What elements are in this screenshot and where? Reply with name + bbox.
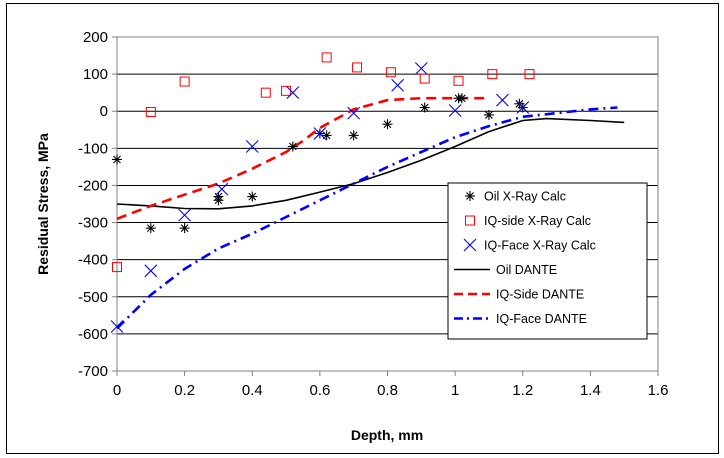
data-point [516, 101, 530, 114]
series-iq-face-dante [116, 106, 618, 330]
legend-box [447, 182, 648, 340]
data-point [391, 78, 405, 92]
legend-label: Oil X-Ray Calc [484, 190, 566, 204]
x-tick-label: 0.2 [174, 382, 195, 399]
x-tick-label: 0.6 [309, 382, 330, 399]
y-tick-label: 0 [100, 103, 108, 120]
x-axis-ticks: 0 0.2 0.4 0.6 0.8 1 1.2 1.4 1.6 [113, 371, 669, 399]
data-point [144, 264, 158, 278]
x-tick-label: 1.2 [512, 382, 533, 399]
y-tick-label: -200 [78, 177, 108, 194]
data-series [110, 52, 625, 333]
data-point [179, 223, 190, 234]
data-point [145, 223, 156, 234]
data-point [313, 127, 327, 140]
data-point [287, 141, 298, 152]
data-point [448, 104, 462, 117]
y-tick-label: -100 [78, 140, 108, 157]
data-point [385, 67, 396, 78]
y-tick-label: -700 [78, 363, 108, 380]
data-point [321, 52, 332, 63]
legend-label: IQ-Side DANTE [496, 288, 584, 302]
data-point [487, 69, 498, 80]
legend-item: IQ-Side DANTE [454, 288, 584, 302]
legend-item: Oil X-Ray Calc [465, 190, 566, 204]
legend-marker [465, 215, 475, 226]
y-tick-label: 200 [83, 29, 108, 46]
x-tick-label: 0 [113, 382, 121, 399]
data-point [215, 182, 229, 196]
data-point [496, 93, 509, 107]
y-tick-label: -600 [78, 326, 108, 343]
data-point [456, 93, 467, 104]
legend: Oil X-Ray Calc IQ-side X-Ray Calc IQ-Face … [447, 182, 648, 340]
data-point [110, 320, 124, 333]
series-line [116, 96, 489, 221]
data-point [524, 69, 535, 80]
x-tick-label: 1.6 [648, 382, 669, 399]
x-tick-label: 1.4 [580, 382, 601, 399]
data-point [112, 154, 122, 165]
data-point [112, 262, 122, 273]
data-point [419, 73, 430, 84]
x-tick-label: 1 [451, 382, 459, 399]
data-point [247, 191, 258, 202]
legend-item: IQ-Face DANTE [454, 312, 587, 326]
data-point [419, 102, 430, 113]
series-line [116, 117, 625, 210]
x-tick-label: 0.4 [242, 382, 263, 399]
x-tick-label: 0.8 [377, 382, 398, 399]
series-iq-face-x-ray-calc [110, 62, 530, 333]
data-point [348, 130, 359, 141]
legend-label: IQ-side X-Ray Calc [484, 214, 591, 228]
y-axis-title: Residual Stress, MPa [35, 133, 51, 275]
data-point [245, 140, 259, 153]
series-iq-side-dante [116, 96, 489, 221]
legend-item: IQ-Face X-Ray Calc [463, 238, 596, 253]
y-tick-label: -500 [78, 289, 108, 306]
y-axis-ticks: 200 100 0 -100 -200 -300 -400 -500 -600 -700 [78, 29, 117, 380]
legend-label: Oil DANTE [496, 263, 557, 277]
data-point [260, 87, 271, 98]
series-line [116, 106, 618, 330]
legend-item: Oil DANTE [454, 263, 557, 277]
data-point [483, 109, 494, 120]
legend-item: IQ-side X-Ray Calc [465, 214, 591, 228]
legend-marker [463, 238, 477, 252]
legend-marker [465, 191, 475, 201]
y-tick-label: -400 [78, 252, 108, 269]
data-point [352, 62, 363, 73]
data-point [453, 75, 464, 86]
data-point [347, 106, 361, 120]
data-point [382, 119, 393, 130]
y-tick-label: 100 [83, 66, 108, 83]
data-point [178, 208, 192, 222]
data-point [145, 106, 156, 117]
legend-label: IQ-Face X-Ray Calc [484, 239, 596, 253]
data-point [179, 76, 190, 87]
data-point [321, 130, 332, 141]
series-oil-dante [116, 117, 625, 210]
legend-label: IQ-Face DANTE [496, 312, 587, 326]
y-tick-label: -300 [78, 215, 108, 232]
data-point [414, 62, 428, 75]
data-point [286, 86, 300, 100]
data-point [213, 195, 224, 206]
x-axis-title: Depth, mm [351, 427, 423, 443]
